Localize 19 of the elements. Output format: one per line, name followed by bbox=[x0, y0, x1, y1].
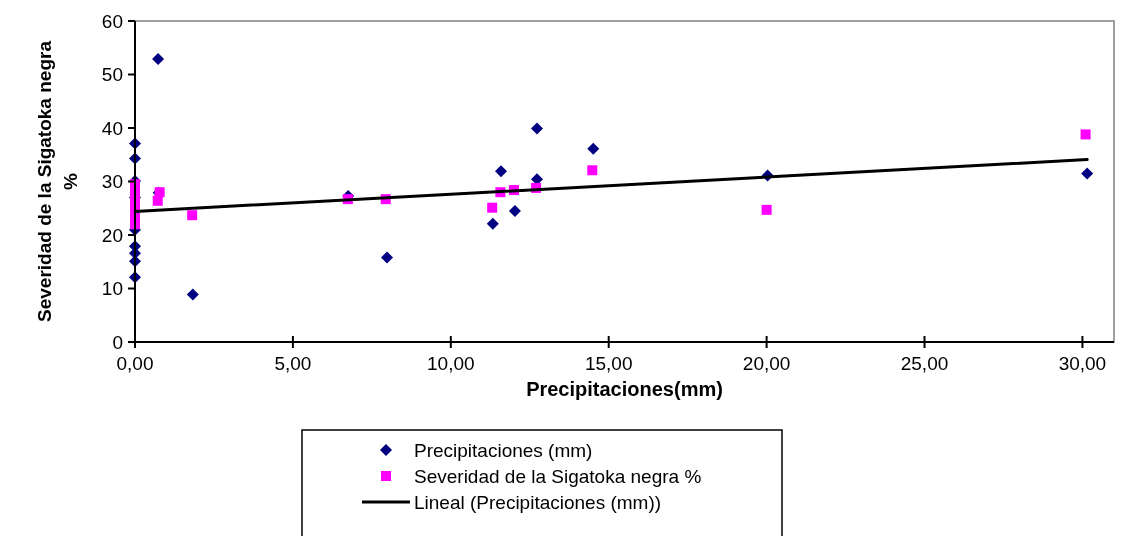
x-tick-label: 30,00 bbox=[1058, 353, 1107, 374]
y-tick-label: 60 bbox=[101, 10, 123, 32]
y-tick-label: 30 bbox=[101, 171, 123, 193]
legend-label: Lineal (Precipitaciones (mm)) bbox=[414, 491, 662, 513]
y-tick-label: 20 bbox=[101, 224, 123, 246]
x-tick-label: 20,00 bbox=[742, 353, 791, 374]
x-tick-label: 10,00 bbox=[427, 353, 475, 374]
y-tick-label: 40 bbox=[101, 117, 123, 139]
y-tick-label: 10 bbox=[101, 278, 123, 300]
x-axis-title: Precipitaciones(mm) bbox=[526, 378, 723, 400]
x-tick-label: 15,00 bbox=[584, 353, 633, 374]
legend-label: Severidad de la Sigatoka negra % bbox=[414, 465, 702, 487]
y-tick-label: 0 bbox=[112, 331, 123, 353]
y-axis-title: Severidad de la Sigatoka negra % bbox=[34, 40, 81, 322]
x-tick-label: 5,00 bbox=[274, 353, 312, 374]
x-tick-label: 25,00 bbox=[900, 353, 949, 374]
x-tick-label: 0,00 bbox=[116, 353, 154, 374]
y-tick-label: 50 bbox=[101, 64, 123, 86]
legend-label: Precipitaciones (mm) bbox=[414, 439, 593, 461]
